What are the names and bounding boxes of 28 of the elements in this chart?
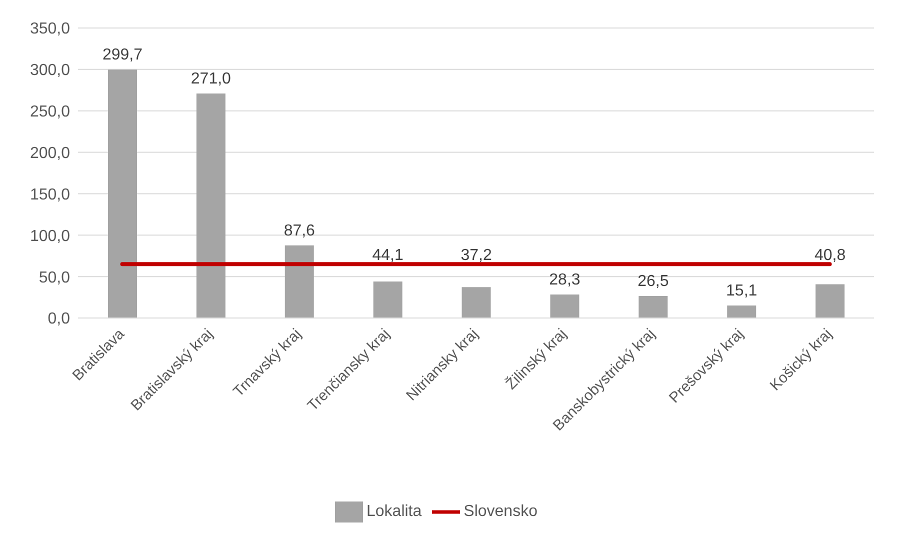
legend-label: Slovensko [464, 503, 538, 520]
bar [108, 70, 137, 318]
y-tick-label: 0,0 [48, 310, 70, 328]
bar [373, 281, 402, 318]
bar [284, 245, 314, 318]
y-tick-label: 300,0 [30, 62, 70, 80]
y-tick-label: 100,0 [30, 228, 70, 245]
bar [462, 287, 491, 318]
data-label: 87,6 [284, 222, 316, 240]
data-label: 15,1 [726, 282, 758, 300]
data-label: 28,3 [549, 272, 580, 289]
data-label: 37,2 [460, 247, 492, 264]
y-tick-label: 200,0 [30, 144, 70, 162]
bar [816, 284, 845, 318]
bar [727, 305, 756, 318]
y-tick-label: 150,0 [30, 186, 70, 204]
bar [196, 93, 226, 318]
legend-label: Lokalita [366, 503, 422, 520]
data-label: 40,8 [814, 247, 846, 264]
bar [550, 294, 580, 318]
data-label: 299,7 [102, 46, 143, 64]
data-label: 44,1 [372, 247, 404, 264]
y-tick-label: 250,0 [30, 104, 70, 121]
data-label: 26,5 [638, 273, 669, 290]
bar [638, 296, 668, 318]
y-tick-label: 50,0 [38, 269, 70, 286]
y-tick-label: 350,0 [30, 20, 70, 38]
data-label: 271,0 [190, 70, 232, 88]
